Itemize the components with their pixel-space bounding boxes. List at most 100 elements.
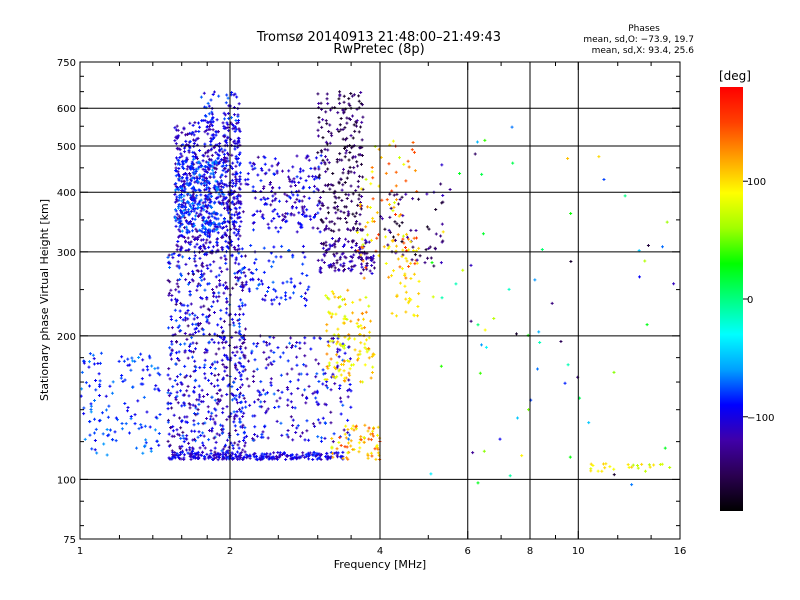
echo-point [672, 282, 676, 286]
echo-point [323, 160, 327, 164]
echo-point [303, 455, 307, 459]
echo-point [252, 342, 256, 346]
echo-point [244, 280, 248, 284]
echo-point [191, 311, 195, 315]
echo-point [409, 228, 413, 232]
echo-point [252, 379, 256, 383]
echo-point [369, 182, 373, 186]
echo-point [341, 171, 345, 175]
echo-point [298, 456, 302, 460]
echo-point [416, 314, 420, 318]
echo-point [240, 283, 244, 287]
echo-point [251, 374, 255, 378]
echo-point [323, 254, 327, 258]
echo-point [427, 227, 431, 231]
echo-point [390, 239, 394, 243]
echo-point [360, 153, 364, 157]
echo-point [192, 192, 196, 196]
y-tick-label: 100 [57, 475, 76, 486]
echo-point [219, 423, 223, 427]
echo-point [223, 135, 227, 139]
echo-point [262, 246, 266, 250]
echo-point [326, 247, 330, 251]
echo-point [341, 456, 345, 460]
echo-point [363, 363, 367, 367]
echo-point [265, 409, 269, 413]
echo-point [224, 239, 228, 243]
echo-point [193, 188, 197, 192]
echo-point [99, 351, 103, 355]
echo-point [88, 384, 92, 388]
echo-point [205, 452, 209, 456]
echo-point [220, 431, 224, 435]
y-tick-label: 400 [57, 188, 76, 199]
echo-point [285, 280, 289, 284]
echo-point [301, 244, 305, 248]
echo-point [178, 185, 182, 189]
echo-point [124, 422, 128, 426]
echo-point [201, 227, 205, 231]
echo-point [279, 453, 283, 457]
echo-point [173, 193, 177, 197]
echo-point [338, 152, 342, 156]
echo-point [280, 244, 284, 248]
echo-point [201, 431, 205, 435]
grid-layer [80, 62, 680, 539]
echo-point [363, 326, 367, 330]
echo-point [243, 178, 247, 182]
echo-point [215, 237, 219, 241]
echo-point [234, 118, 238, 122]
echo-point [236, 244, 240, 248]
echo-point [369, 451, 373, 455]
echo-point [336, 327, 340, 331]
echo-point [189, 302, 193, 306]
echo-point [193, 369, 197, 373]
echo-point [240, 406, 244, 410]
echo-point [260, 215, 264, 219]
echo-point [347, 212, 351, 216]
echo-point [174, 135, 178, 139]
echo-point [251, 221, 255, 225]
echo-point [663, 446, 667, 450]
echo-point [630, 465, 634, 469]
echo-point [230, 123, 234, 127]
echo-point [237, 212, 241, 216]
echo-point [339, 400, 343, 404]
echo-point [225, 205, 229, 209]
echo-point [324, 384, 328, 388]
echo-point [224, 257, 228, 261]
echo-point [173, 456, 177, 460]
echo-point [195, 194, 199, 198]
echo-point [348, 151, 352, 155]
echo-point [278, 455, 282, 459]
echo-point [356, 358, 360, 362]
echo-point [311, 174, 315, 178]
echo-point [411, 197, 415, 201]
echo-point [317, 175, 321, 179]
echo-point [372, 254, 376, 258]
echo-point [259, 279, 263, 283]
echo-point [371, 257, 375, 261]
echo-point [286, 435, 290, 439]
echo-point [397, 224, 401, 228]
echo-point [222, 197, 226, 201]
echo-point [289, 336, 293, 340]
echo-point [207, 428, 211, 432]
echo-point [167, 367, 171, 371]
echo-point [190, 429, 194, 433]
echo-point [306, 288, 310, 292]
echo-point [104, 394, 108, 398]
echo-point [242, 353, 246, 357]
echo-point [348, 373, 352, 377]
echo-point [406, 237, 410, 241]
echo-point [172, 434, 176, 438]
echo-point [337, 238, 341, 242]
echo-point [179, 329, 183, 333]
echo-point [115, 418, 119, 422]
echo-point [314, 156, 318, 160]
echo-point [154, 384, 158, 388]
echo-point [307, 285, 311, 289]
echo-point [323, 371, 327, 375]
echo-point [184, 205, 188, 209]
echo-point [218, 142, 222, 146]
